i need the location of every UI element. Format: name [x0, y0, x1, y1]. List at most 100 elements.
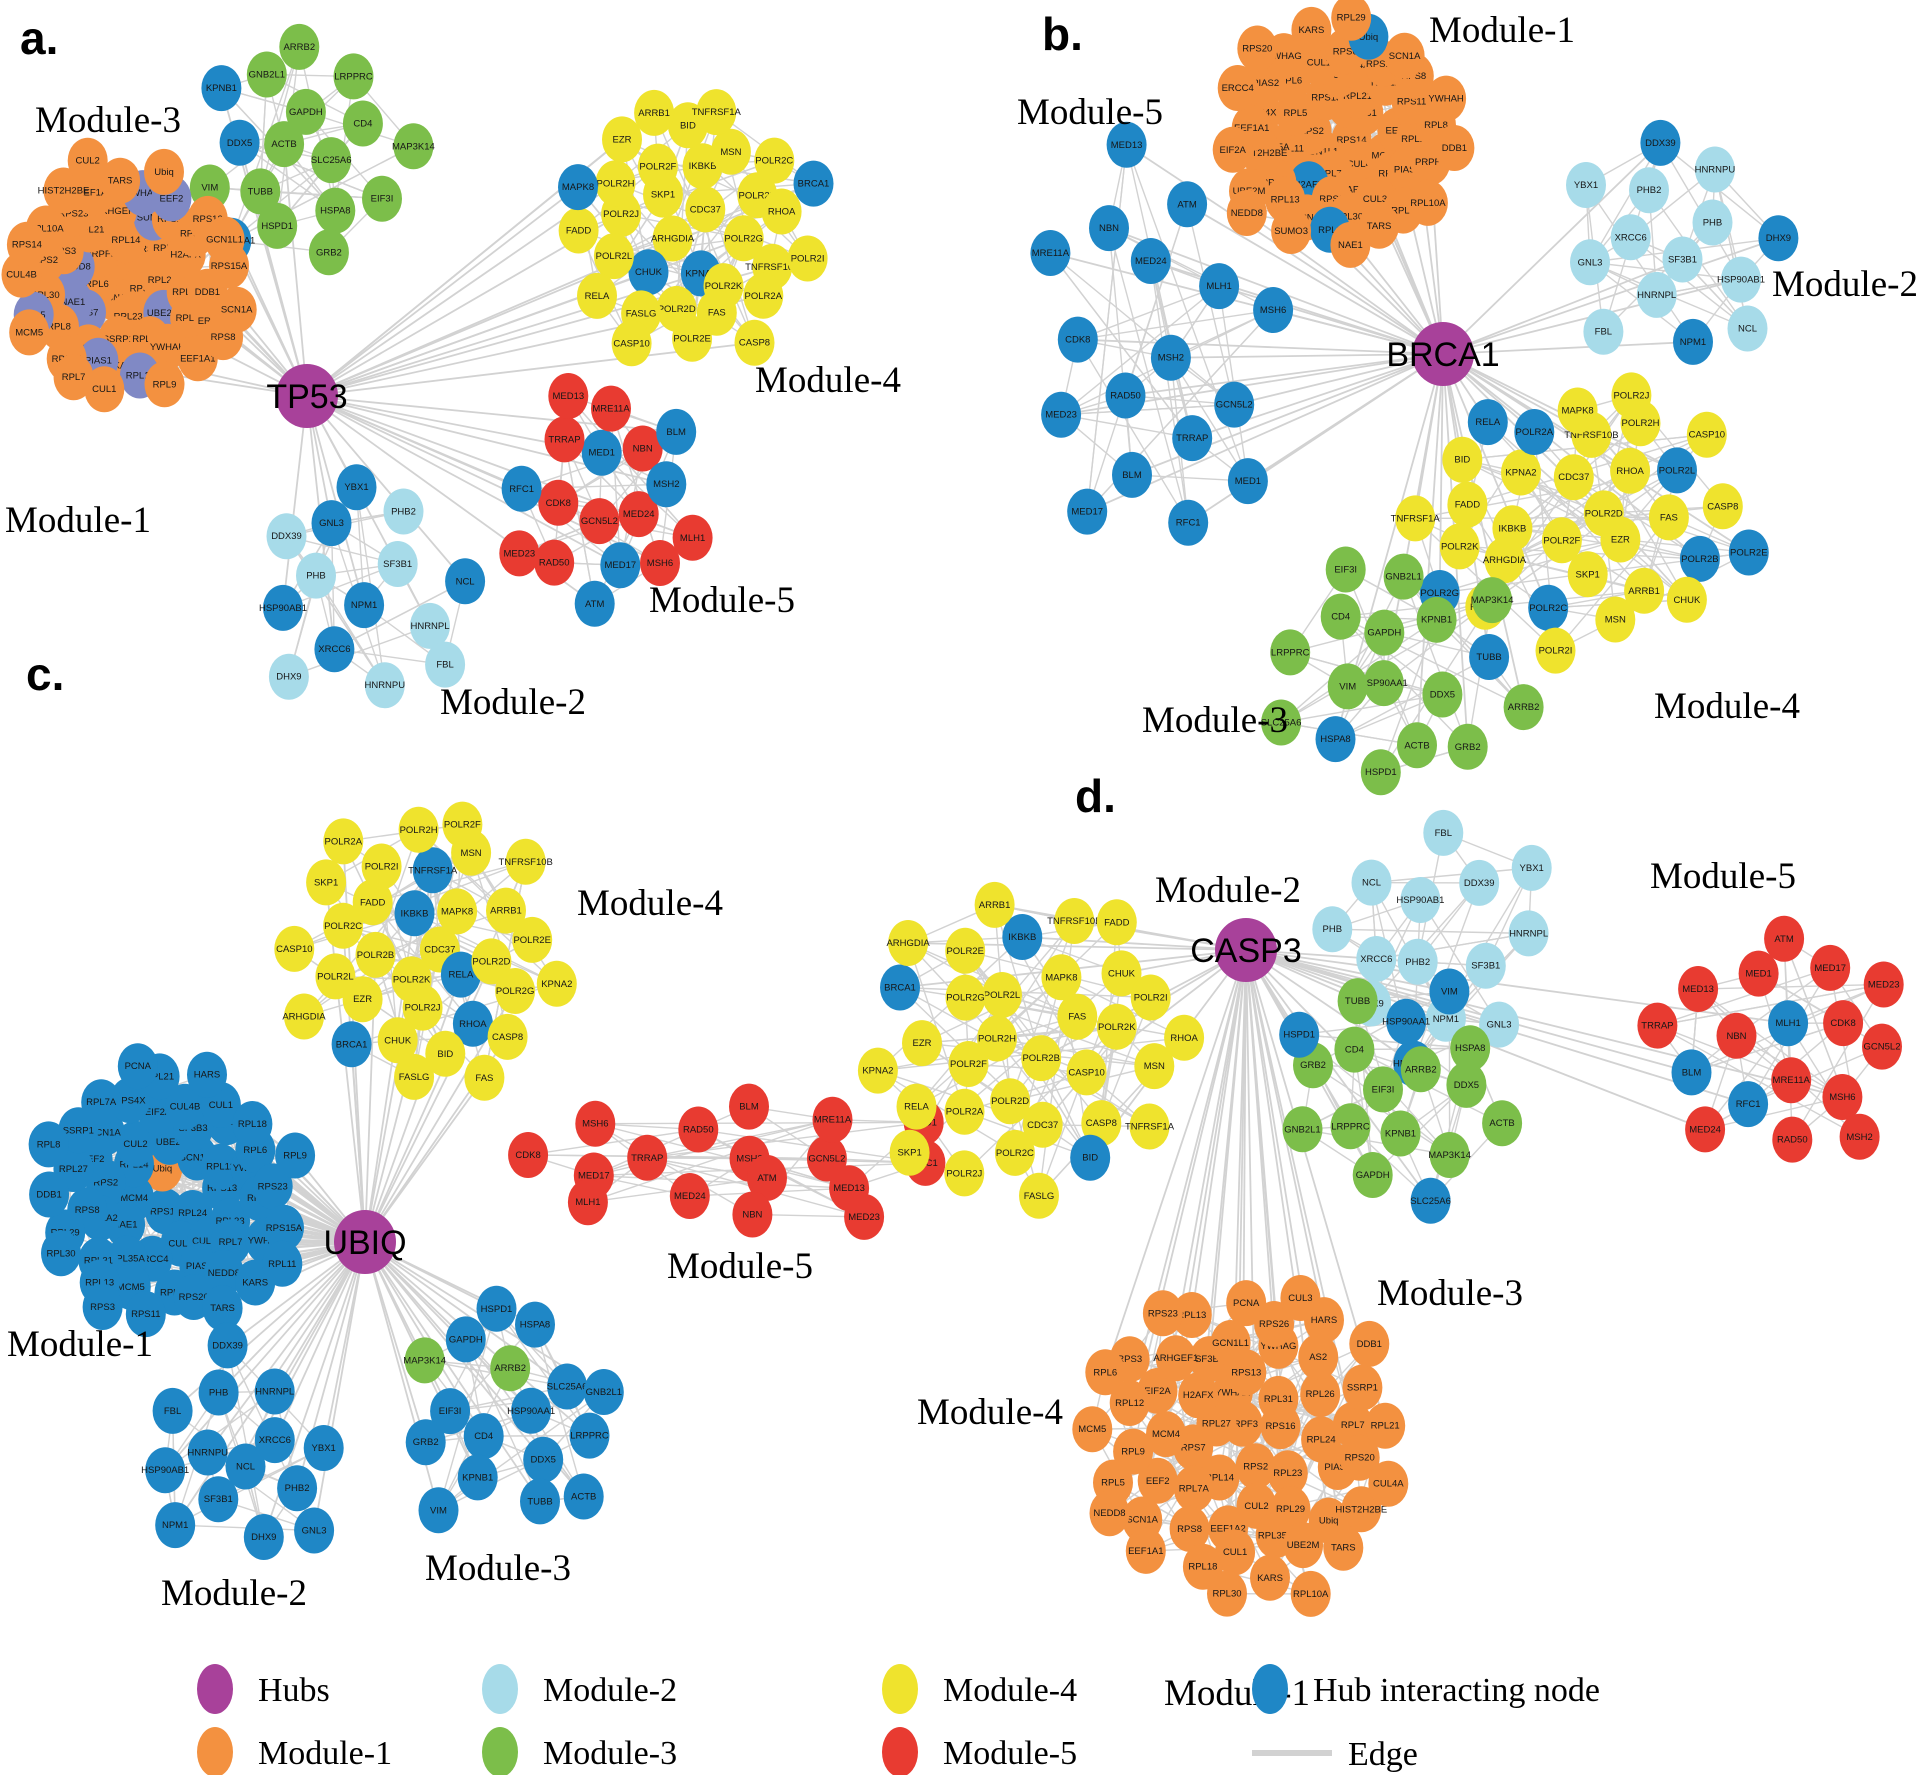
edge — [306, 186, 579, 397]
node-label-PHB2: PHB2 — [391, 507, 416, 518]
node-DDX5 — [219, 119, 260, 166]
node-label-EEF1A1: EEF1A1 — [1234, 123, 1269, 134]
edge — [1698, 983, 1884, 990]
node-HSP90AA1 — [511, 1387, 552, 1434]
node-label-PHB: PHB — [1323, 924, 1343, 935]
node-label-MSH6: MSH6 — [1829, 1092, 1855, 1103]
node-label-ATM: ATM — [1177, 199, 1196, 210]
node-label-RFC1: RFC1 — [509, 484, 534, 495]
node-label-HNRNPU: HNRNPU — [1695, 165, 1736, 176]
module-label-b-Module-5: Module-5 — [1017, 92, 1163, 133]
node-CUL2 — [67, 137, 108, 184]
node-NCL — [445, 558, 486, 605]
module-label-c-Module-5: Module-5 — [667, 1246, 813, 1287]
node-label-MAP3K14: MAP3K14 — [1471, 595, 1514, 606]
node-SCN1A — [1384, 32, 1425, 79]
node-label-EEF2: EEF2 — [160, 193, 184, 204]
node-label-RPL30: RPL30 — [31, 290, 60, 301]
node-label-POLR2I: POLR2I — [1134, 993, 1168, 1004]
node-CDK8 — [538, 479, 579, 526]
node-POLR2I — [787, 235, 828, 282]
node-VIM — [1429, 968, 1470, 1015]
node-label-NEDD8: NEDD8 — [1231, 208, 1263, 219]
node-ATM — [574, 580, 615, 627]
node-label-PRPF3: PRPF3 — [85, 249, 116, 260]
node-POLR2L — [593, 233, 634, 280]
edge — [1170, 357, 1249, 482]
node-label-RPL8: RPL8 — [37, 1139, 61, 1150]
node-label-PHB: PHB — [306, 571, 326, 582]
node-label-CUL2: CUL2 — [123, 1139, 147, 1150]
module-label-d-Module-2: Module-2 — [1155, 870, 1301, 911]
node-label-HNRNPL: HNRNPL — [1637, 290, 1676, 301]
node-RPL8 — [28, 1121, 69, 1168]
node-MED1 — [1738, 950, 1779, 997]
node-EIF2A — [1212, 126, 1253, 173]
node-label-EIF3I: EIF3I — [371, 194, 394, 205]
node-label-MED1: MED1 — [588, 448, 614, 459]
node-TNFRSF10B — [1054, 898, 1095, 944]
node-label-RPL13: RPL13 — [176, 313, 205, 324]
edge — [595, 1123, 850, 1189]
edge — [1299, 1033, 1471, 1049]
node-label-RPS6: RPS6 — [130, 284, 155, 295]
node-label-PHB: PHB — [1703, 218, 1723, 229]
node-BID — [1070, 1134, 1111, 1181]
node-RPL9 — [144, 361, 185, 408]
node-label-GCN5L2: GCN5L2 — [1864, 1042, 1901, 1053]
node-DHX9 — [1758, 215, 1799, 262]
hub-node-CASP3 — [1215, 918, 1277, 982]
node-label-BID: BID — [1454, 455, 1470, 466]
node-label-MSN: MSN — [720, 147, 741, 158]
node-SLC25A6 — [311, 137, 352, 184]
node-label-FAS: FAS — [1068, 1012, 1086, 1023]
node-label-MED1: MED1 — [1235, 476, 1261, 487]
node-label-TNFRSF1A: TNFRSF1A — [1125, 1122, 1175, 1133]
node-label-KPNB1: KPNB1 — [462, 1472, 493, 1483]
node-CDK8 — [508, 1132, 549, 1178]
node-label-YWHAH: YWHAH — [1428, 94, 1464, 105]
node-label-Ubiq: Ubiq — [153, 1164, 173, 1175]
node-label-POLR2B: POLR2B — [1681, 554, 1719, 565]
node-DDB1 — [1434, 125, 1475, 171]
node-label-RPS23: RPS23 — [1148, 1308, 1178, 1319]
module-label-d-Module-1: Module-1 — [1164, 1673, 1310, 1714]
node-BLM — [729, 1083, 769, 1130]
node-label-PCNA: PCNA — [1233, 1298, 1260, 1309]
node-GNB2L1 — [1282, 1106, 1323, 1153]
node-label-ARRB1: ARRB1 — [490, 906, 522, 917]
node-label-EZR: EZR — [913, 1038, 932, 1049]
edge — [1245, 949, 1414, 1065]
node-DDX39 — [207, 1322, 248, 1369]
node-label-HSPA8: HSPA8 — [520, 1320, 550, 1331]
node-label-RPL29: RPL29 — [1276, 1504, 1305, 1515]
node-label-RPS3: RPS3 — [90, 1302, 115, 1313]
node-label-GRB2: GRB2 — [413, 1437, 439, 1448]
node-label-HSP90AB1: HSP90AB1 — [141, 1465, 189, 1476]
node-label-SF3B1: SF3B1 — [1668, 255, 1697, 266]
node-HSP90AB1 — [1400, 877, 1441, 923]
node-MED17 — [1067, 488, 1108, 535]
node-CD4 — [463, 1413, 504, 1460]
node-TRRAP — [1172, 415, 1213, 462]
node-label-RPS23: RPS23 — [58, 208, 88, 219]
node-label-BRCA1: BRCA1 — [336, 1039, 368, 1050]
node-label-NPM1: NPM1 — [1680, 337, 1706, 348]
node-MED23 — [1041, 391, 1082, 438]
node-MCM5 — [1072, 1406, 1113, 1453]
node-label-FBL: FBL — [164, 1406, 181, 1417]
node-label-Ubiq: Ubiq — [1359, 32, 1379, 43]
node-CDK8 — [1823, 1000, 1864, 1047]
edge — [1108, 227, 1274, 311]
node-FAS — [1057, 993, 1098, 1040]
node-label-RPL7: RPL7 — [1341, 1420, 1365, 1431]
node-PHB2 — [383, 488, 424, 535]
legend-label: Module-3 — [543, 1735, 677, 1772]
node-label-XRCC6: XRCC6 — [259, 1435, 291, 1446]
edge — [593, 1106, 750, 1177]
node-CD4 — [342, 100, 383, 147]
node-POLR2E — [512, 916, 553, 963]
node-label-NAE1: NAE1 — [60, 297, 85, 308]
node-label-SF3B1: SF3B1 — [1471, 961, 1500, 972]
node-label-RPS6: RPS6 — [1333, 46, 1358, 57]
